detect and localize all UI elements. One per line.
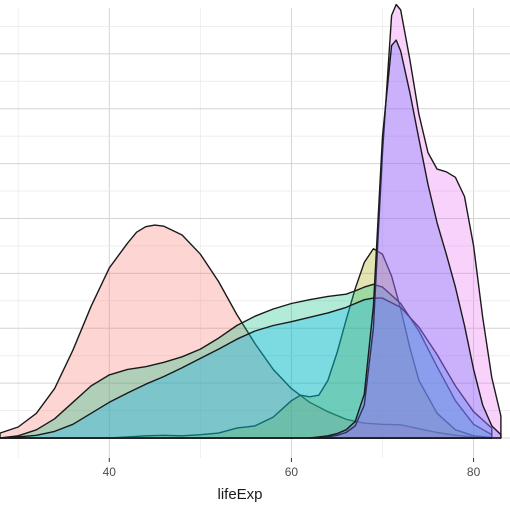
x-tick-label: 80 [467,465,481,479]
density-area-6 [308,39,502,439]
density-series-group [0,3,502,439]
density-area-5 [318,3,502,439]
grid-lines [0,8,510,458]
x-axis-ticks: 40 60 80 [103,458,481,479]
x-axis-title: lifeExp [217,486,262,503]
density-area-2 [0,248,493,439]
x-tick-label: 60 [285,465,299,479]
density-area-1 [0,224,493,439]
density-area-4 [0,297,493,439]
density-area-3 [0,283,493,439]
x-tick-label: 40 [103,465,117,479]
